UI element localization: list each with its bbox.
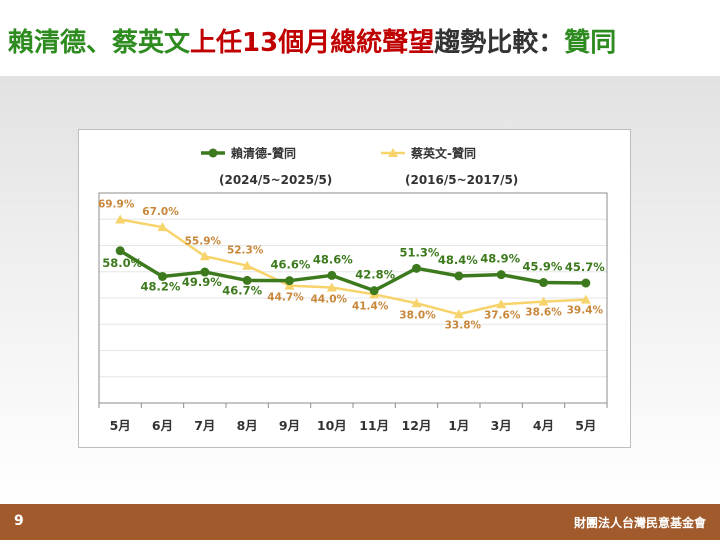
series-line-tsai bbox=[119, 218, 586, 316]
x-tick-label: 1月 bbox=[448, 418, 469, 433]
x-tick-label: 6月 bbox=[152, 418, 173, 433]
x-tick-label: 7月 bbox=[194, 418, 215, 433]
lai-data-label: 48.6% bbox=[313, 252, 353, 266]
lai-data-label: 46.6% bbox=[271, 258, 311, 272]
tsai-data-label: 38.0% bbox=[399, 309, 436, 321]
lai-point bbox=[454, 271, 464, 281]
tsai-data-label: 39.4% bbox=[567, 305, 604, 317]
approval-line-chart: 5月 6月 7月 8月 9月 10月 11月 12月 1月 3月 4月 5月 69.9% 67.0% 55.… bbox=[98, 146, 608, 433]
series-line-lai bbox=[119, 249, 586, 293]
x-tick-label: 5月 bbox=[575, 418, 596, 433]
legend-period-tsai: (2016/5~2017/5) bbox=[405, 173, 518, 187]
title-part-leaders: 賴清德、蔡英文 bbox=[8, 28, 191, 58]
title-part-approval: 贊同 bbox=[564, 28, 617, 58]
tsai-point bbox=[242, 260, 253, 270]
legend-marker-lai bbox=[208, 148, 218, 158]
x-tick-label: 9月 bbox=[279, 418, 300, 433]
x-tick-label: 5月 bbox=[110, 418, 131, 433]
tsai-point bbox=[199, 251, 210, 261]
title-part-subject: 上任13個月總統聲望 bbox=[190, 28, 435, 58]
x-tick-label: 10月 bbox=[317, 418, 347, 433]
tsai-data-label: 52.3% bbox=[227, 245, 264, 257]
legend-marker-tsai bbox=[388, 148, 398, 157]
lai-point bbox=[327, 270, 337, 280]
lai-data-label: 45.7% bbox=[565, 260, 605, 274]
x-tick-label: 3月 bbox=[491, 418, 512, 433]
tsai-point bbox=[411, 298, 422, 308]
lai-point bbox=[412, 263, 421, 273]
footer-bar: 9 財團法人台灣民意基金會 bbox=[0, 504, 720, 540]
chart-frame: 5月 6月 7月 8月 9月 10月 11月 12月 1月 3月 4月 5月 69.9% 67.0% 55.… bbox=[78, 129, 631, 448]
lai-point bbox=[115, 246, 125, 256]
lai-data-label: 58.0% bbox=[102, 256, 142, 270]
page-number: 9 bbox=[14, 513, 24, 529]
x-tick-label: 4月 bbox=[533, 418, 554, 433]
tsai-point bbox=[538, 296, 549, 306]
tsai-data-label: 41.4% bbox=[352, 300, 389, 312]
lai-point bbox=[539, 278, 548, 288]
tsai-point bbox=[157, 222, 168, 232]
tsai-point bbox=[580, 294, 591, 304]
lai-point bbox=[581, 278, 591, 288]
lai-point bbox=[200, 267, 210, 277]
lai-point bbox=[369, 286, 379, 296]
tsai-data-label: 67.0% bbox=[142, 206, 179, 218]
organization-name: 財團法人台灣民意基金會 bbox=[573, 516, 706, 530]
tsai-point bbox=[115, 214, 126, 224]
lai-data-label: 45.9% bbox=[523, 260, 563, 274]
tsai-point bbox=[496, 299, 507, 309]
tsai-point bbox=[453, 309, 464, 319]
lai-data-label: 48.4% bbox=[438, 253, 478, 267]
tsai-data-label: 44.7% bbox=[267, 292, 304, 304]
lai-data-label: 51.3% bbox=[400, 245, 440, 259]
tsai-data-label: 55.9% bbox=[185, 235, 222, 247]
x-tick-label: 8月 bbox=[237, 418, 258, 433]
lai-point bbox=[158, 271, 167, 281]
tsai-data-label: 38.6% bbox=[525, 307, 562, 319]
legend-label-tsai: 蔡英文-贊同 bbox=[410, 146, 476, 161]
title-bar: 賴清德、蔡英文上任13個月總統聲望趨勢比較：贊同 bbox=[0, 0, 720, 76]
lai-point bbox=[242, 275, 252, 285]
x-tick-label: 12月 bbox=[402, 418, 432, 433]
lai-data-label: 48.9% bbox=[480, 252, 520, 266]
tsai-point bbox=[326, 282, 337, 292]
tsai-data-label: 37.6% bbox=[484, 309, 521, 321]
tsai-data-label: 69.9% bbox=[98, 199, 135, 211]
x-tick-label: 11月 bbox=[359, 418, 389, 433]
tsai-data-label: 33.8% bbox=[445, 319, 482, 331]
lai-point bbox=[285, 276, 294, 286]
lai-data-label: 46.7% bbox=[222, 283, 262, 297]
slide-title: 賴清德、蔡英文上任13個月總統聲望趨勢比較：贊同 bbox=[8, 22, 616, 59]
title-part-trend: 趨勢比較： bbox=[434, 28, 565, 58]
legend-period-lai: (2024/5~2025/5) bbox=[219, 173, 332, 187]
lai-data-label: 49.9% bbox=[182, 275, 222, 289]
legend-label-lai: 賴清德-贊同 bbox=[231, 146, 296, 161]
lai-data-label: 42.8% bbox=[355, 268, 395, 282]
lai-data-label: 48.2% bbox=[141, 279, 181, 293]
lai-point bbox=[496, 270, 506, 280]
tsai-data-label: 44.0% bbox=[311, 294, 348, 306]
